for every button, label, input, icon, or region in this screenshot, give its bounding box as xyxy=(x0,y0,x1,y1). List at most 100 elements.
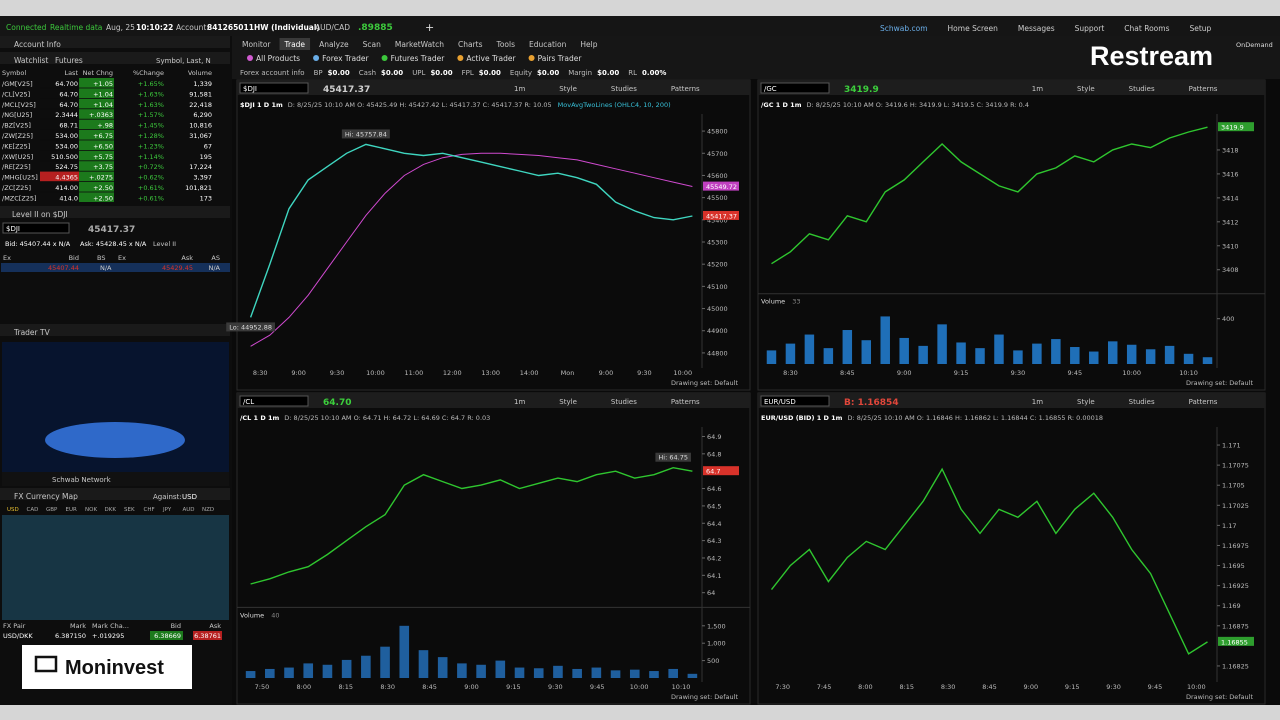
chart-tool[interactable]: Studies xyxy=(611,85,637,93)
volume-bar xyxy=(418,650,429,678)
watchlist-cell[interactable]: /MHG[U25] xyxy=(2,174,38,182)
watchlist-cell[interactable]: /MCL[V25] xyxy=(2,101,36,109)
chart-symbol[interactable]: /GC xyxy=(764,85,777,93)
account[interactable]: 841265011HW (Individual) xyxy=(207,23,320,32)
watchlist-cell[interactable]: /GM[V25] xyxy=(2,80,33,88)
menu-tab[interactable]: Tools xyxy=(496,40,516,49)
x-tick-label: 9:30 xyxy=(330,369,345,377)
currency-tab[interactable]: USD xyxy=(7,507,19,513)
watchlist-cell[interactable]: /KE[Z25] xyxy=(2,142,30,150)
currency-tab[interactable]: AUD xyxy=(183,507,195,513)
chart-tool[interactable]: Patterns xyxy=(671,398,700,406)
watchlist-cell[interactable]: /CL[V25] xyxy=(2,90,30,98)
section-title: FX Currency Map xyxy=(14,492,78,501)
menu-tab[interactable]: Education xyxy=(529,40,567,49)
last-cell xyxy=(40,78,79,88)
menu-tab[interactable]: Trade xyxy=(284,40,306,49)
net-change-cell xyxy=(79,109,114,119)
drawing-set[interactable]: Drawing set: Default xyxy=(1186,693,1253,701)
drawing-set[interactable]: Drawing set: Default xyxy=(671,379,738,387)
currency-tab[interactable]: EUR xyxy=(66,507,78,513)
watchlist-cell[interactable]: /ZW[Z25] xyxy=(2,132,33,140)
menu-tab[interactable]: Analyze xyxy=(319,40,349,49)
currency-tab[interactable]: NZD xyxy=(202,507,214,513)
currency-tab[interactable]: CAD xyxy=(27,507,39,513)
watchlist-cell[interactable]: /ZC[Z25] xyxy=(2,184,31,192)
header-link[interactable]: Schwab.com xyxy=(880,24,928,33)
ask: Ask: 45428.45 x N/A xyxy=(80,240,147,248)
chart-tool[interactable]: Patterns xyxy=(1189,398,1218,406)
header-link[interactable]: Support xyxy=(1075,24,1105,33)
chart-symbol[interactable]: $DJI xyxy=(243,85,257,93)
subtab[interactable]: All Products xyxy=(256,54,300,63)
menu-tab[interactable]: Charts xyxy=(458,40,483,49)
chart-symbol[interactable]: /CL xyxy=(243,398,254,406)
column-header: Bid xyxy=(69,254,79,262)
menu-tab[interactable]: Help xyxy=(580,40,597,49)
chart-tool[interactable]: Style xyxy=(559,85,577,93)
menu-tab[interactable]: Monitor xyxy=(242,40,271,49)
price-line xyxy=(250,466,693,585)
chart-tool[interactable]: 1m xyxy=(514,85,525,93)
chart-tool[interactable]: 1m xyxy=(1032,85,1043,93)
menu-tab[interactable]: Scan xyxy=(363,40,381,49)
column-set[interactable]: Symbol, Last, N xyxy=(156,57,211,65)
chart-tool[interactable]: 1m xyxy=(1032,398,1043,406)
watchlist-cell[interactable]: /MZC[Z25] xyxy=(2,194,37,202)
price-tag xyxy=(1218,636,1254,646)
chart-tool[interactable]: Studies xyxy=(1129,398,1155,406)
x-tick-label: 12:00 xyxy=(443,369,462,377)
chart-tool[interactable]: Style xyxy=(1077,398,1095,406)
y-tick-label: 3418 xyxy=(1222,146,1239,154)
watchlist-cell[interactable]: /BZ[V25] xyxy=(2,122,31,130)
header-link[interactable]: Setup xyxy=(1189,24,1211,33)
x-tick-label: 8:30 xyxy=(941,683,956,691)
watchlist-cell[interactable]: /NG[U25] xyxy=(2,111,32,119)
chart-tool[interactable]: Studies xyxy=(611,398,637,406)
header-link[interactable]: Chat Rooms xyxy=(1124,24,1169,33)
menu-tab[interactable]: MarketWatch xyxy=(395,40,444,49)
watchlist-cell[interactable]: /RE[Z25] xyxy=(2,163,31,171)
section-title: Watchlist xyxy=(14,56,48,65)
volume-bar xyxy=(572,668,582,678)
price-tag xyxy=(703,181,739,191)
watchlist-name[interactable]: Futures xyxy=(55,56,83,65)
header-link[interactable]: Home Screen xyxy=(948,24,999,33)
currency-tab[interactable]: GBP xyxy=(46,507,58,513)
drawing-set[interactable]: Drawing set: Default xyxy=(1186,379,1253,387)
price-tag xyxy=(703,210,739,220)
chart-tool[interactable]: Patterns xyxy=(1189,85,1218,93)
subtab[interactable]: Forex Trader xyxy=(322,54,369,63)
currency-tab[interactable]: JPY xyxy=(162,507,172,513)
volume-bar xyxy=(495,660,506,678)
ondemand-link[interactable]: OnDemand xyxy=(1236,41,1273,49)
subtab[interactable]: Futures Trader xyxy=(391,54,446,63)
section-header xyxy=(0,36,230,48)
price-tag-label: 45417.37 xyxy=(706,212,737,220)
currency-tab[interactable]: SEK xyxy=(124,507,135,513)
chart-symbol[interactable]: EUR/USD xyxy=(764,398,796,406)
volume-bar xyxy=(861,340,872,364)
currency-tab[interactable]: CHF xyxy=(144,507,155,513)
subtab[interactable]: Pairs Trader xyxy=(538,54,583,63)
header-link[interactable]: Messages xyxy=(1018,24,1055,33)
column-header: FX Pair xyxy=(3,622,26,630)
currency-tab[interactable]: NOK xyxy=(85,507,97,513)
column-header: Ask xyxy=(209,622,221,630)
subtab[interactable]: Active Trader xyxy=(466,54,516,63)
watchlist-cell[interactable]: /XW[U25] xyxy=(2,153,33,161)
currency-tab[interactable]: DKK xyxy=(105,507,117,513)
chart-tool[interactable]: Patterns xyxy=(671,85,700,93)
volume-bar xyxy=(476,664,486,678)
chart-tool[interactable]: Studies xyxy=(1129,85,1155,93)
chart-tool[interactable]: Style xyxy=(559,398,577,406)
drawing-set[interactable]: Drawing set: Default xyxy=(671,693,738,701)
watchlist-cell: +1.04 xyxy=(93,90,113,98)
against-currency[interactable]: USD xyxy=(182,493,197,501)
x-tick-label: 7:50 xyxy=(255,683,270,691)
add-button[interactable]: + xyxy=(425,21,434,34)
symbol-box xyxy=(239,395,309,407)
chart-tool[interactable]: Style xyxy=(1077,85,1095,93)
chart-tool[interactable]: 1m xyxy=(514,398,525,406)
y-tick-label: 44900 xyxy=(707,327,728,335)
